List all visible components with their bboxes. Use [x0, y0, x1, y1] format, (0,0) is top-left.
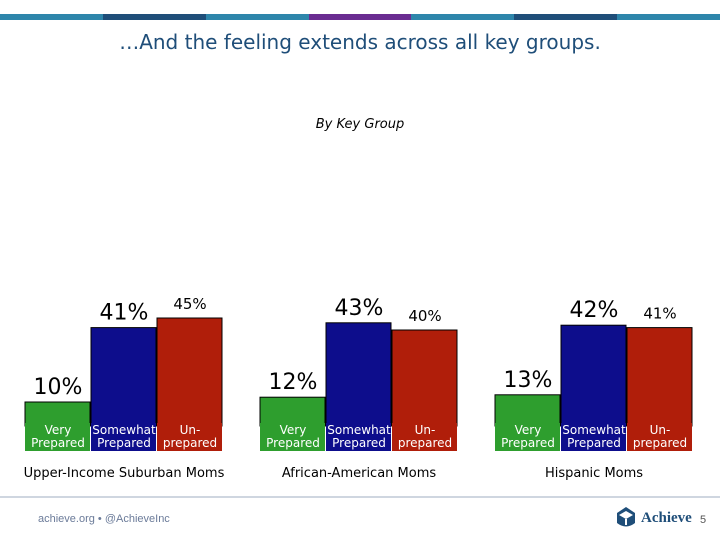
bar-very-prepared — [259, 396, 326, 427]
accent-segment — [514, 14, 618, 20]
category-label: Very — [45, 423, 72, 437]
top-accent-bar — [0, 14, 720, 20]
accent-segment — [102, 14, 206, 20]
graduation-cap-icon — [617, 507, 635, 527]
category-label: Un- — [415, 423, 436, 437]
group-label: Hispanic Moms — [545, 466, 643, 481]
chart-subtitle: By Key Group — [315, 117, 405, 132]
data-label: 12% — [269, 370, 318, 395]
category-band — [495, 423, 560, 451]
data-label: 41% — [100, 301, 149, 326]
data-label: 10% — [34, 375, 83, 400]
bar-somewhat-prepared — [90, 327, 157, 427]
bar-unprepared — [391, 329, 458, 427]
achieve-logo: Achieve — [614, 505, 692, 531]
category-band — [326, 423, 391, 451]
data-label: 41% — [643, 305, 676, 323]
category-band — [561, 423, 626, 451]
category-label: Somewhat — [92, 423, 156, 437]
accent-segment — [617, 14, 720, 20]
slide-title: …And the feeling extends across all key … — [119, 30, 601, 54]
accent-segment — [411, 14, 515, 20]
category-label: Prepared — [97, 436, 151, 450]
data-label: 45% — [173, 295, 206, 313]
bar-unprepared — [156, 317, 223, 427]
category-label: Prepared — [31, 436, 85, 450]
footer-divider — [0, 496, 720, 498]
group-label: Upper-Income Suburban Moms — [24, 466, 225, 481]
page-number: 5 — [700, 514, 707, 526]
category-label: Prepared — [332, 436, 386, 450]
data-label: 43% — [335, 296, 384, 321]
data-label: 42% — [570, 298, 619, 323]
category-label: Somewhat — [327, 423, 391, 437]
bar-unprepared — [626, 327, 693, 427]
category-band — [392, 423, 457, 451]
bar-very-prepared — [494, 394, 561, 427]
category-label: Un- — [650, 423, 671, 437]
accent-segment — [308, 14, 412, 20]
category-label: Very — [515, 423, 542, 437]
accent-segment — [0, 14, 103, 20]
group-label: African-American Moms — [282, 466, 437, 481]
footer-text[interactable]: achieve.org • @AchieveInc — [38, 513, 170, 525]
category-label: Prepared — [266, 436, 320, 450]
logo-text: Achieve — [641, 509, 692, 526]
data-label: 13% — [504, 368, 553, 393]
bar-somewhat-prepared — [325, 322, 392, 427]
category-label: Un- — [180, 423, 201, 437]
category-band — [25, 423, 90, 451]
category-band — [91, 423, 156, 451]
category-label: Somewhat — [562, 423, 626, 437]
accent-segment — [205, 14, 309, 20]
category-label: Prepared — [567, 436, 621, 450]
category-label: prepared — [633, 436, 687, 450]
category-label: Prepared — [501, 436, 555, 450]
category-band — [627, 423, 692, 451]
category-label: prepared — [398, 436, 452, 450]
bar-somewhat-prepared — [560, 324, 627, 427]
category-band — [157, 423, 222, 451]
category-label: prepared — [163, 436, 217, 450]
data-label: 40% — [408, 307, 441, 325]
category-band — [260, 423, 325, 451]
category-label: Very — [280, 423, 307, 437]
